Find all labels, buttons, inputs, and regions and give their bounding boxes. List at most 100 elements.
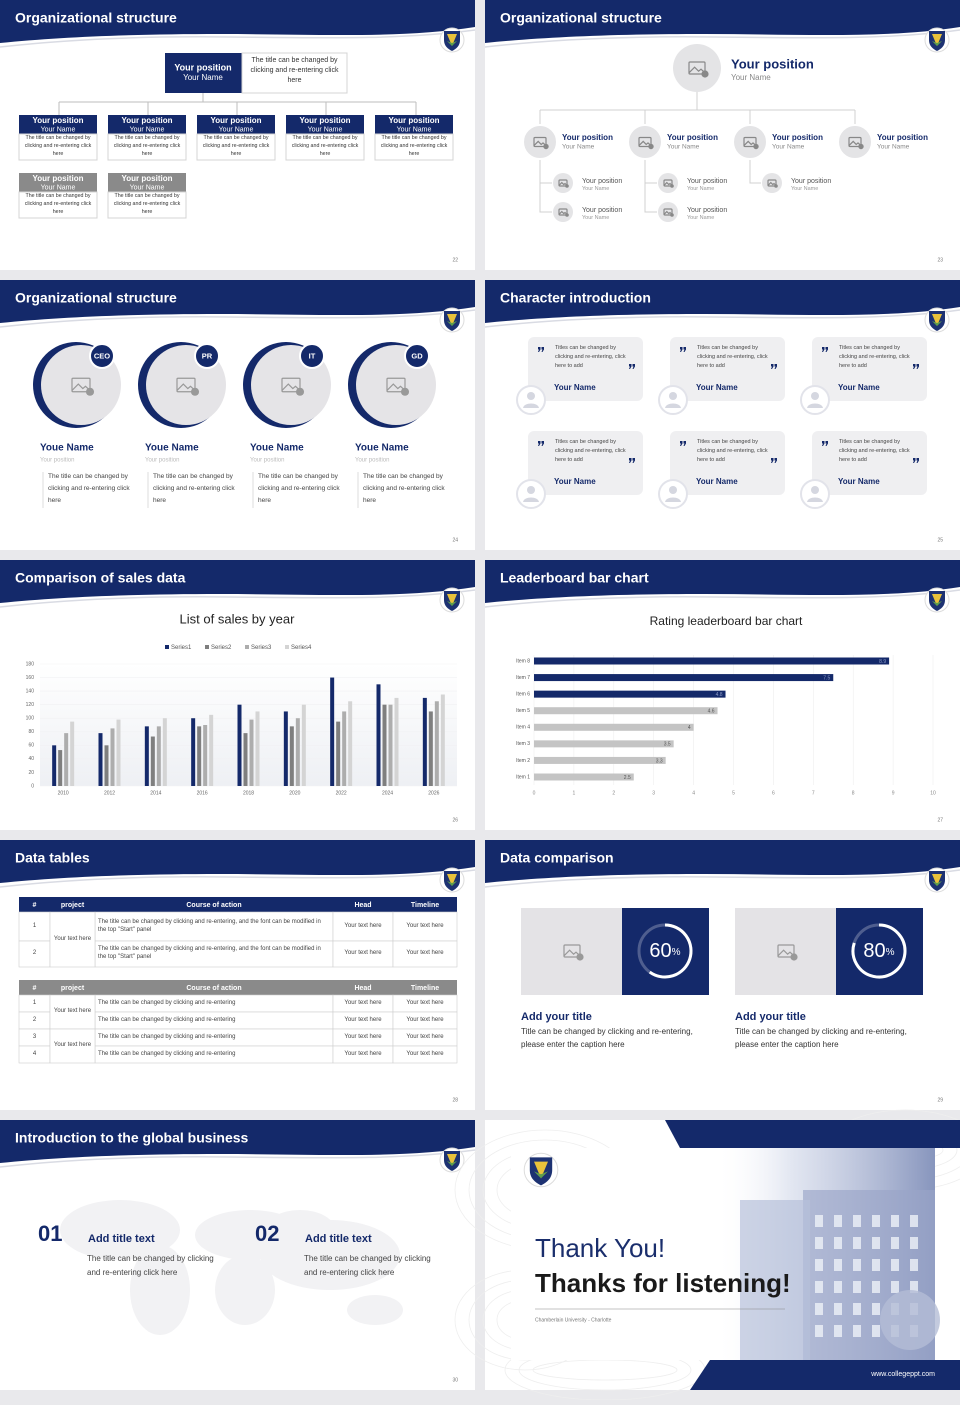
bar	[237, 704, 242, 786]
map-landmass	[215, 1255, 275, 1325]
y-tick-label: 40	[28, 756, 34, 762]
slide: Introduction to the global business 30 01 A…	[0, 1120, 476, 1390]
window	[815, 1215, 823, 1227]
name: Youe Name	[40, 443, 94, 454]
image-icon	[638, 136, 652, 148]
header-label: project	[61, 985, 85, 992]
cell-text-box: Your text here	[54, 936, 91, 942]
bar	[534, 773, 634, 781]
badge	[89, 343, 115, 369]
header-band	[485, 840, 960, 883]
image-icon-mountain	[777, 949, 795, 957]
avatar	[522, 124, 558, 160]
description-box	[18, 191, 98, 219]
data-label: 8.9	[879, 659, 886, 665]
window	[834, 1259, 842, 1271]
quote-text-box: Titles can be changed by clicking and re…	[697, 439, 768, 463]
card-title: Add your title	[521, 1011, 592, 1023]
header-band	[0, 840, 475, 883]
name: Your Name	[772, 144, 805, 151]
card-text: Title can be changed by clicking and re-…	[735, 1027, 907, 1049]
window	[815, 1259, 823, 1271]
header-label: Timeline	[411, 902, 439, 909]
window	[872, 1303, 880, 1315]
image-icon-mountain	[663, 181, 673, 186]
name: Your Name	[838, 383, 880, 392]
y-tick-label: Item 1	[516, 774, 530, 780]
quote-text-box: Titles can be changed by clicking and re…	[555, 439, 626, 464]
avatar-body	[665, 497, 681, 502]
name: Your Name	[41, 184, 76, 191]
window	[910, 1281, 918, 1293]
card	[528, 337, 643, 401]
logo-leaf	[447, 41, 457, 46]
header-label: Head	[354, 985, 371, 992]
avatar-head	[669, 486, 677, 494]
header-shadow	[0, 29, 476, 48]
cell-text: Your text here	[53, 1008, 92, 1015]
cell-text: Your text here	[406, 922, 444, 929]
x-tick-label: 2016	[197, 790, 208, 796]
image-icon-plus	[670, 184, 674, 188]
header-label: Head	[354, 902, 371, 909]
stat-unit: %	[886, 947, 895, 958]
bar	[162, 718, 167, 786]
ring-arc	[851, 923, 907, 979]
legend-swatch	[165, 645, 169, 649]
role: Your position	[250, 458, 284, 464]
bar	[440, 694, 445, 786]
y-tick-label: Item 6	[516, 691, 530, 697]
position-header	[19, 115, 97, 134]
window	[834, 1215, 842, 1227]
slide: Character introduction 25 Titles can be ch…	[484, 280, 960, 550]
bar	[52, 745, 57, 786]
cell-text: 2	[32, 1016, 37, 1023]
cell-text-box: The title can be changed by clicking and…	[98, 919, 321, 933]
position-header	[108, 115, 186, 134]
position: Your position	[772, 133, 823, 142]
item-number: 02	[255, 1221, 279, 1246]
cell-text: The title can be changed by clicking and…	[98, 999, 236, 1006]
name: Your Name	[838, 477, 880, 486]
bar	[330, 677, 335, 786]
description-box	[107, 133, 187, 161]
bar	[144, 726, 149, 786]
image-icon	[848, 136, 862, 148]
cell-text: Your text here	[344, 999, 382, 1006]
position: Your position	[211, 116, 262, 125]
url: www.collegeppt.com	[870, 1371, 935, 1378]
description-box: The title can be changed by clicking and…	[48, 473, 130, 504]
cell-text-box: 2	[33, 950, 36, 956]
cell-text-box: Your text here	[54, 1042, 91, 1048]
subheading: Thanks for listening!	[535, 1268, 791, 1298]
quote-mark	[913, 364, 919, 369]
page-number: 25	[937, 537, 943, 543]
header-band	[485, 280, 960, 323]
quote-text: Titles can be changed by clicking and re…	[555, 439, 626, 464]
logo-sun	[932, 874, 942, 886]
image-icon-plus	[774, 184, 778, 188]
role: Your position	[355, 458, 389, 464]
logo-sun	[447, 34, 457, 46]
position: Your position	[122, 174, 173, 183]
table-cell	[94, 940, 334, 968]
cell-text: Your text here	[406, 1033, 444, 1040]
legend-swatch	[205, 645, 209, 649]
image-icon-mountain	[281, 383, 301, 391]
cell-text: Your text here	[406, 999, 444, 1006]
bar	[382, 704, 387, 786]
bar	[203, 725, 208, 786]
header-band	[0, 1120, 475, 1163]
description: The title can be changed by clicking and…	[258, 473, 340, 505]
position: Your position	[33, 174, 84, 183]
image-icon	[767, 179, 777, 187]
legend-swatch	[285, 645, 289, 649]
header-shadow	[0, 589, 476, 608]
page-number: 23	[937, 257, 943, 263]
quote-text: Titles can be changed by clicking and re…	[697, 345, 768, 370]
window	[872, 1215, 880, 1227]
stat-panel	[836, 908, 923, 995]
quote-mark	[913, 458, 919, 463]
connector	[58, 93, 417, 115]
